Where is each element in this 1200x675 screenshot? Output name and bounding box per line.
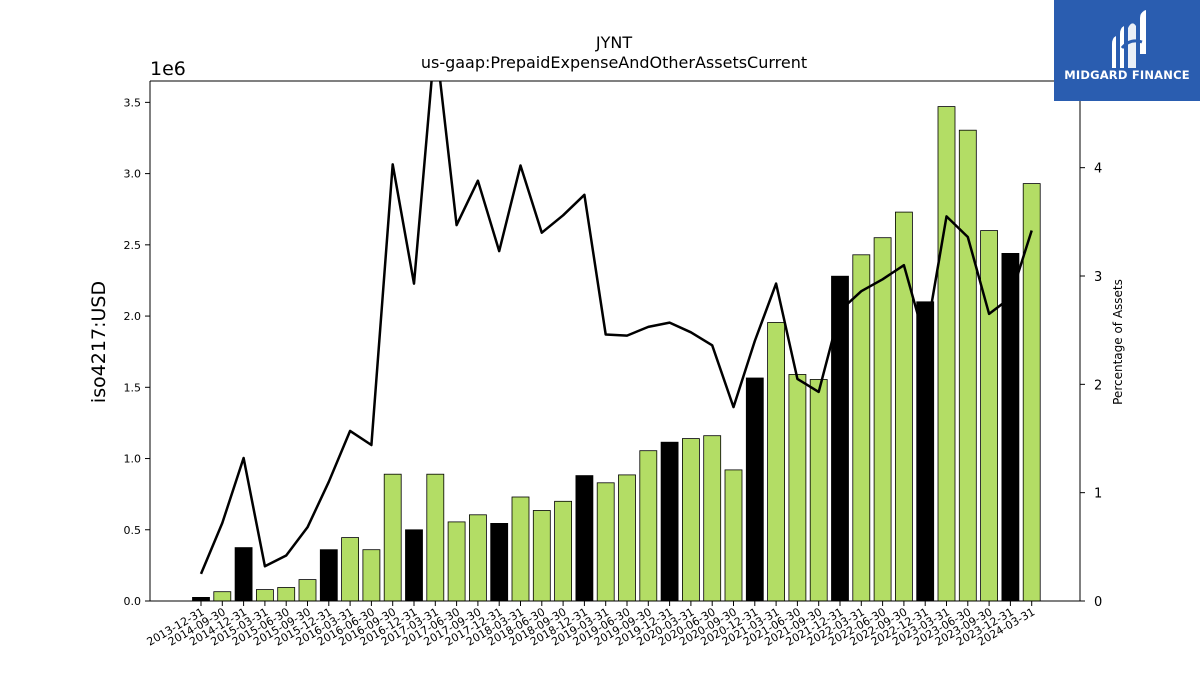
y-tick-label: 1.5 — [124, 381, 142, 394]
bar-2021-12-31 — [831, 275, 849, 602]
bar-2018-09-30 — [554, 500, 572, 602]
axes-group: 0.00.51.01.52.02.53.03.5012342013-12-312… — [124, 80, 1102, 649]
y2-tick-label: 3 — [1094, 270, 1102, 285]
y-tick-label: 1.0 — [124, 453, 142, 466]
brand-logo: MIDGARD FINANCE — [1054, 0, 1200, 101]
bar-2020-03-31 — [682, 438, 700, 602]
y2-tick-label: 0 — [1094, 595, 1102, 610]
bar-2023-06-30 — [958, 129, 977, 602]
bar-2022-06-30 — [873, 237, 892, 602]
bar-2021-06-30 — [788, 374, 807, 602]
bar-2019-03-31 — [596, 482, 615, 602]
bar-2018-06-30 — [532, 510, 551, 602]
bar-2023-03-31 — [937, 106, 956, 602]
pct-assets-line — [199, 81, 1033, 575]
y-tick-label: 0.5 — [124, 524, 142, 537]
bars-group — [192, 106, 1041, 602]
y-tick-label: 3.0 — [124, 168, 142, 181]
y-tick-label: 2.5 — [124, 239, 142, 252]
bar-2017-06-30 — [447, 521, 466, 602]
y-multiplier: 1e6 — [150, 58, 186, 80]
bar-2019-12-31 — [660, 441, 679, 602]
chart-title: JYNT — [595, 33, 632, 52]
bar-2018-03-31 — [511, 496, 530, 602]
logo-mark-icon — [1112, 10, 1146, 68]
y2-tick-label: 4 — [1094, 162, 1102, 177]
y2-tick-label: 1 — [1094, 487, 1102, 502]
bar-2014-12-31 — [234, 547, 253, 602]
bar-2022-12-31 — [916, 301, 935, 602]
line-group — [199, 81, 1033, 575]
bar-2017-09-30 — [468, 514, 487, 602]
logo-text: MIDGARD FINANCE — [1064, 68, 1190, 82]
y2-tick-label: 2 — [1094, 378, 1102, 393]
bar-2014-09-30 — [213, 591, 232, 602]
bar-2015-06-30 — [277, 587, 296, 602]
bar-2023-12-31 — [1001, 252, 1020, 602]
bar-2021-03-31 — [767, 322, 785, 602]
bar-2015-09-30 — [298, 579, 317, 602]
y-axis-label: iso4217:USD — [88, 281, 110, 403]
bar-2020-06-30 — [703, 435, 722, 602]
bar-2016-06-30 — [362, 549, 381, 602]
bar-2016-03-31 — [341, 537, 360, 602]
bar-2020-12-31 — [745, 377, 764, 602]
y-tick-label: 2.0 — [124, 310, 142, 323]
bar-2019-09-30 — [639, 450, 658, 602]
y-tick-label: 0.0 — [124, 595, 142, 608]
bar-2016-09-30 — [383, 473, 402, 602]
bar-2017-03-31 — [426, 473, 445, 602]
bar-2019-06-30 — [618, 474, 636, 602]
y2-axis-label: Percentage of Assets — [1111, 279, 1125, 405]
bar-2015-12-31 — [319, 549, 338, 602]
chart-subtitle: us-gaap:PrepaidExpenseAndOtherAssetsCurr… — [421, 53, 807, 72]
bar-2018-12-31 — [575, 475, 594, 602]
bar-2016-12-31 — [405, 529, 423, 602]
y-tick-label: 3.5 — [124, 96, 142, 109]
bar-2021-09-30 — [809, 379, 828, 602]
bar-2022-03-31 — [852, 254, 871, 602]
bar-2020-09-30 — [724, 469, 743, 602]
bar-2023-09-30 — [980, 230, 998, 602]
bar-2017-12-31 — [490, 523, 509, 602]
bar-2013-12-31 — [192, 597, 210, 602]
bar-2015-03-31 — [255, 589, 274, 602]
